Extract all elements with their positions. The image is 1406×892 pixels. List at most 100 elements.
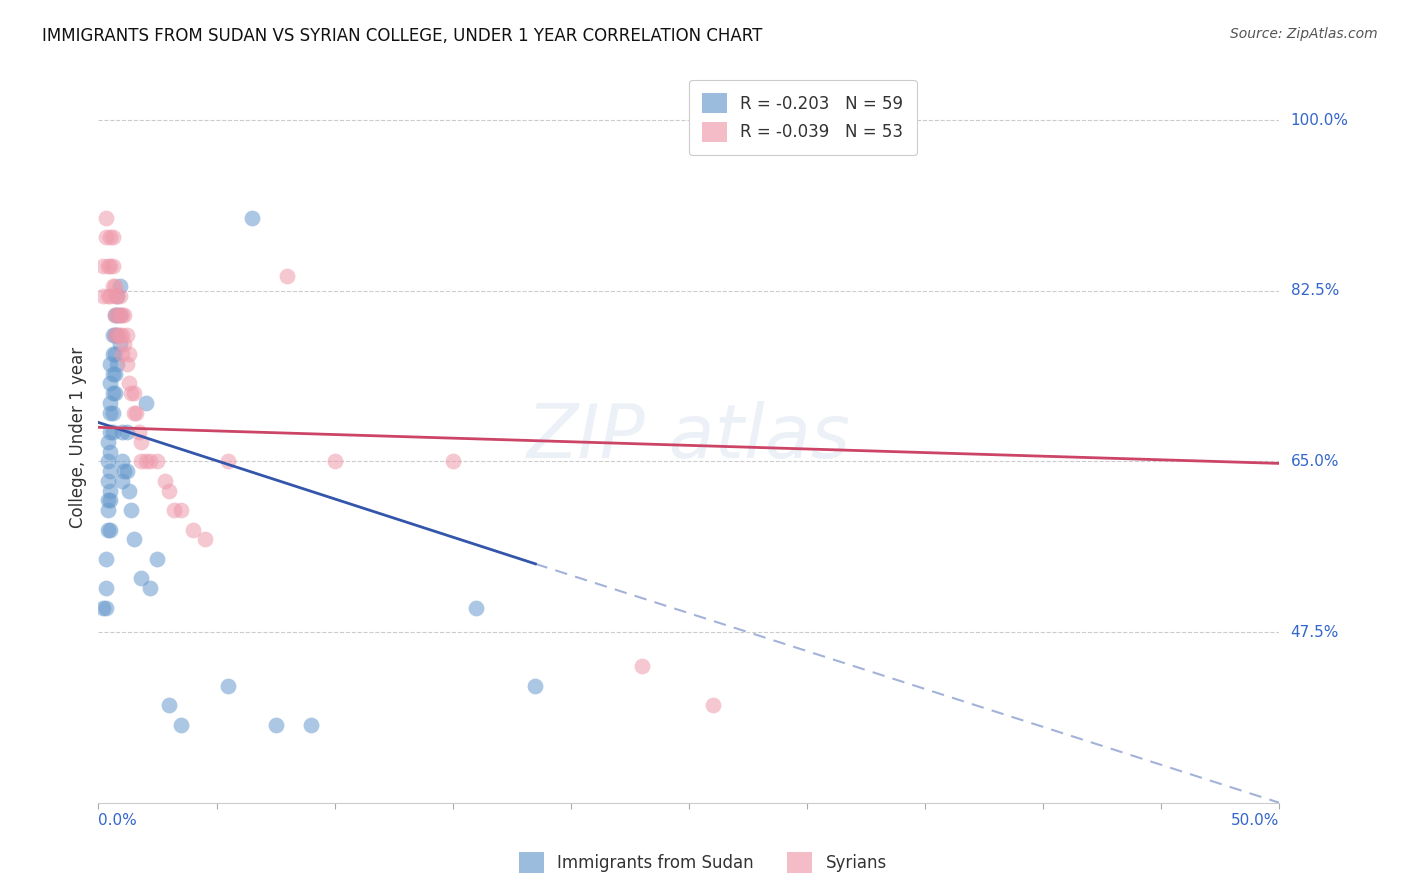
Point [105,327,128,342]
Text: Source: ZipAtlas.com: Source: ZipAtlas.com [1230,27,1378,41]
Point [111,347,134,361]
Point [97,474,120,488]
Point [91,600,114,615]
Point [105,327,128,342]
Text: 82.5%: 82.5% [1291,284,1339,298]
Point [111,425,134,440]
Point [101,425,124,440]
Text: 47.5%: 47.5% [1291,624,1339,640]
Point [122,386,145,401]
Point [91,260,114,274]
Point [94,600,117,615]
Point [139,454,162,468]
Text: IMMIGRANTS FROM SUDAN VS SYRIAN COLLEGE, UNDER 1 YEAR CORRELATION CHART: IMMIGRANTS FROM SUDAN VS SYRIAN COLLEGE,… [42,27,762,45]
Point [135,396,157,410]
Point [194,533,217,547]
Point [97,260,120,274]
Point [105,308,128,322]
Point [111,454,134,468]
Point [108,308,131,322]
Point [181,523,204,537]
Point [146,552,169,566]
Point [111,474,134,488]
Point [121,386,143,401]
Point [104,279,127,293]
Point [98,260,121,274]
Point [122,406,145,420]
Point [101,230,124,244]
Point [146,454,169,468]
Legend: R = -0.203   N = 59, R = -0.039   N = 53: R = -0.203 N = 59, R = -0.039 N = 53 [689,79,917,155]
Point [97,523,120,537]
Point [104,288,127,302]
Point [94,211,117,225]
Point [264,718,287,732]
Point [98,357,121,371]
Point [104,347,127,361]
Point [170,718,193,732]
Point [170,503,193,517]
Point [98,425,121,440]
Point [163,503,186,517]
Point [101,327,124,342]
Point [97,454,120,468]
Point [101,406,124,420]
Point [105,357,128,371]
Text: 50.0%: 50.0% [1232,813,1279,828]
Point [115,327,138,342]
Point [98,483,121,498]
Text: ZIP atlas: ZIP atlas [527,401,851,473]
Point [702,698,724,713]
Point [98,376,121,391]
Point [115,357,138,371]
Point [98,523,121,537]
Point [105,308,128,322]
Point [104,386,127,401]
Point [129,454,152,468]
Point [94,552,117,566]
Point [98,396,121,410]
Point [157,483,180,498]
Text: 65.0%: 65.0% [1291,454,1339,469]
Point [98,464,121,478]
Point [524,679,547,693]
Point [121,503,143,517]
Point [630,659,652,673]
Point [101,367,124,381]
Point [276,269,298,284]
Point [122,533,145,547]
Point [108,327,131,342]
Point [157,698,180,713]
Legend: Immigrants from Sudan, Syrians: Immigrants from Sudan, Syrians [512,846,894,880]
Point [118,376,141,391]
Point [101,386,124,401]
Point [101,279,124,293]
Point [97,434,120,449]
Point [135,454,157,468]
Text: 0.0%: 0.0% [98,813,138,828]
Point [128,425,150,440]
Point [465,600,488,615]
Point [129,572,152,586]
Point [115,464,138,478]
Point [97,493,120,508]
Point [112,337,135,351]
Point [118,483,141,498]
Point [139,581,162,595]
Point [115,425,138,440]
Point [111,308,134,322]
Point [153,474,176,488]
Point [98,230,121,244]
Point [441,454,464,468]
Point [240,211,263,225]
Point [108,279,131,293]
Point [299,718,322,732]
Y-axis label: College, Under 1 year: College, Under 1 year [69,346,87,528]
Point [101,260,124,274]
Point [98,406,121,420]
Point [112,464,135,478]
Point [97,503,120,517]
Point [108,337,131,351]
Point [104,327,127,342]
Point [98,444,121,458]
